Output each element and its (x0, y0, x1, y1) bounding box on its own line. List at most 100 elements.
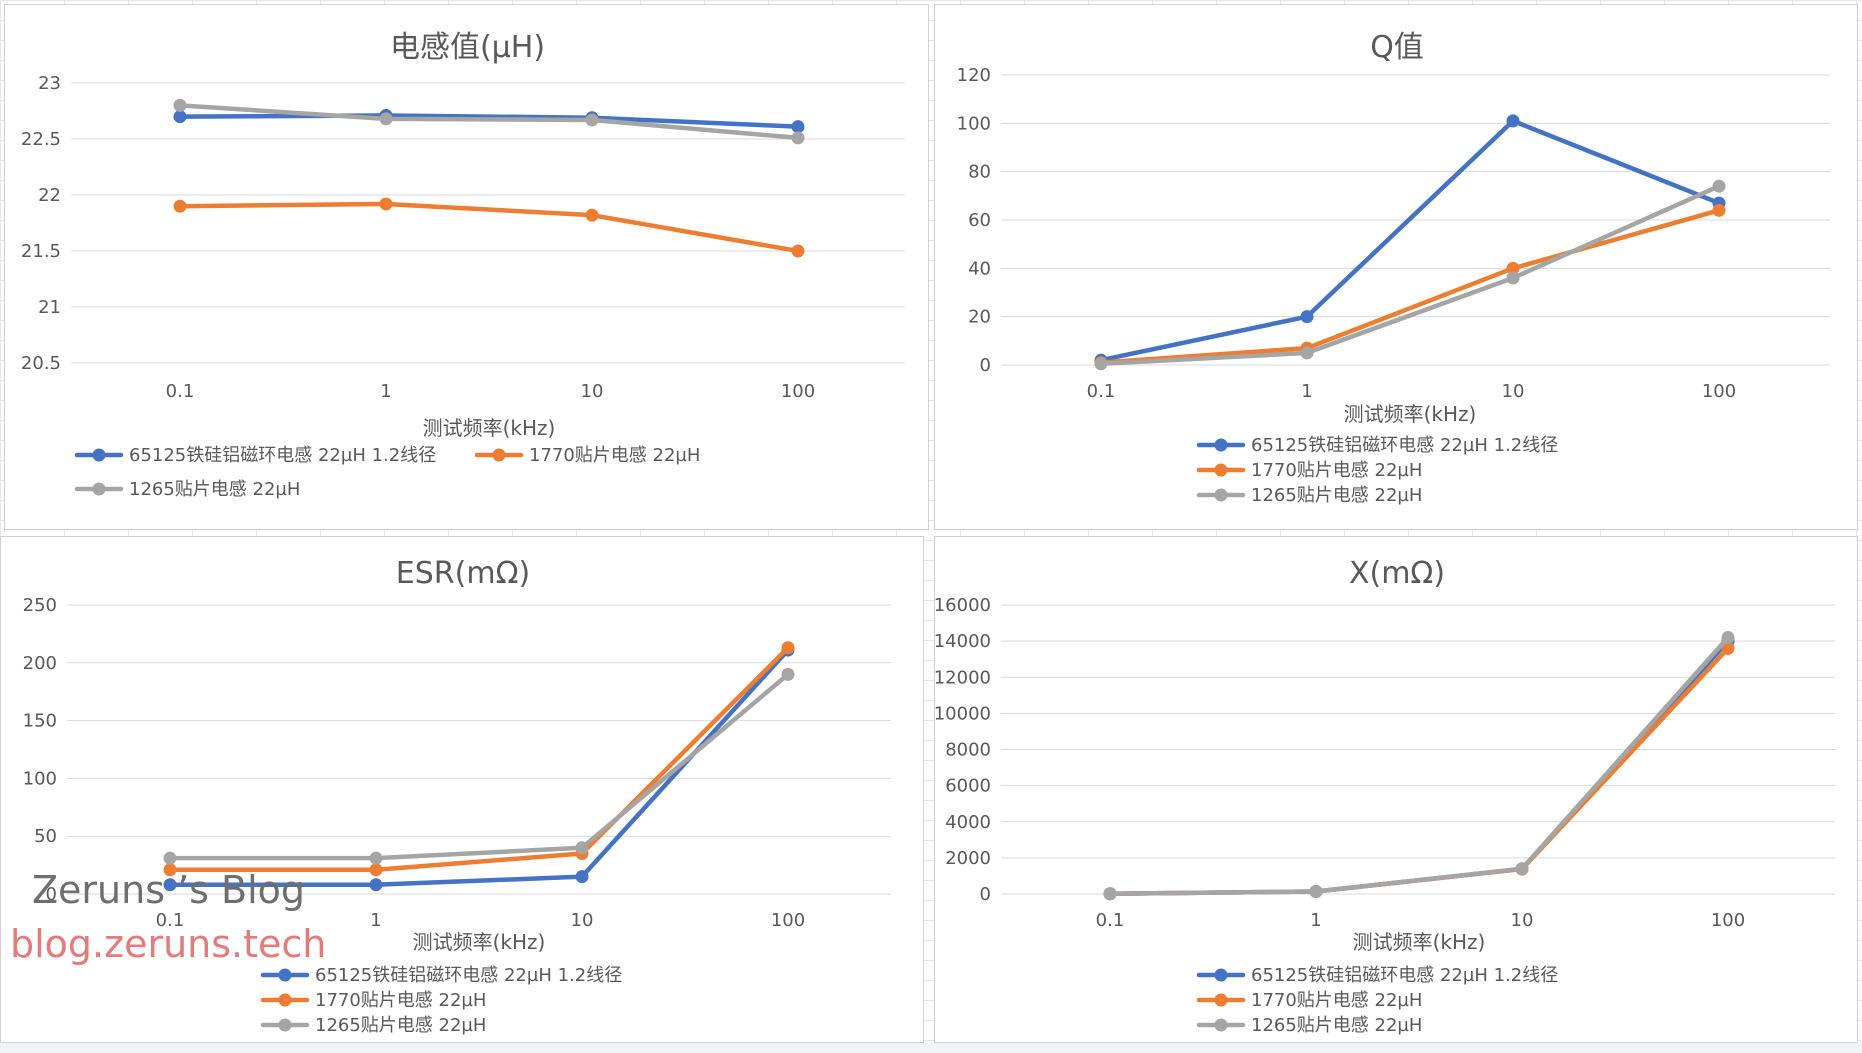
reactance-y-tick-label: 12000 (935, 667, 991, 688)
inductance-series-line-2 (177, 201, 801, 254)
q-value-data-point-1 (1300, 310, 1314, 324)
inductance-series-line-3 (177, 103, 801, 141)
inductance-x-tick-label: 0.1 (166, 381, 195, 402)
q-value-y-tick-label: 100 (957, 113, 991, 134)
reactance-y-tick-label: 14000 (935, 631, 991, 652)
inductance-data-point-3 (585, 113, 599, 127)
inductance-y-tick-label: 21.5 (21, 241, 61, 262)
inductance-x-tick-label: 10 (581, 381, 604, 402)
reactance-data-point-2 (1721, 641, 1735, 655)
esr-y-tick-label: 50 (34, 826, 57, 847)
esr-data-point-2 (369, 863, 383, 877)
inductance-x-axis-label: 测试频率(kHz) (423, 416, 556, 440)
q-value-y-tick-label: 120 (957, 65, 991, 86)
inductance-y-tick-label: 22 (38, 185, 61, 206)
inductance-legend-swatch-marker (492, 448, 506, 462)
reactance-series-line-1 (1107, 638, 1731, 896)
esr-data-point-1 (369, 878, 383, 892)
inductance-data-point-2 (379, 197, 393, 211)
watermark-blog-name: Zeruns ’s Blog (32, 868, 306, 912)
q-value-x-tick-label: 10 (1502, 381, 1525, 402)
q-value-data-point-3 (1094, 357, 1108, 371)
inductance-data-point-2 (173, 199, 187, 213)
inductance-y-tick-label: 23 (38, 73, 61, 94)
chart-esr[interactable]: ESR(mΩ) 0 50 100 150 200 250 0.1 1 10 100 测试频率(kHz)… (0, 536, 924, 1043)
esr-data-point-3 (163, 851, 177, 865)
reactance-y-tick-label: 6000 (945, 776, 991, 797)
esr-legend-label: 65125铁硅铝磁环电感 22µH 1.2线径 (315, 965, 622, 986)
esr-y-tick-label: 150 (23, 711, 57, 732)
reactance-y-tick-label: 0 (980, 884, 991, 905)
reactance-legend-swatch-marker (1214, 993, 1228, 1007)
reactance-x-tick-label: 100 (1711, 910, 1745, 931)
q-value-series-line-1 (1098, 118, 1722, 363)
inductance-x-tick-label: 1 (380, 381, 391, 402)
reactance-y-tick-label: 10000 (935, 703, 991, 724)
reactance-legend-label: 1265贴片电感 22µH (1251, 1015, 1422, 1036)
esr-y-tick-label: 100 (23, 768, 57, 789)
esr-series-line-3 (167, 672, 791, 861)
esr-legend-label: 1265贴片电感 22µH (315, 1015, 486, 1036)
inductance-chart-title: 电感值(µH) (390, 30, 545, 65)
q-value-x-axis-label: 测试频率(kHz) (1344, 402, 1477, 426)
inductance-data-point-1 (173, 110, 187, 124)
inductance-data-point-3 (379, 112, 393, 126)
inductance-x-tick-label: 100 (781, 381, 815, 402)
reactance-y-tick-label: 16000 (935, 595, 991, 616)
reactance-legend-swatch-marker (1214, 968, 1228, 982)
q-value-data-point-3 (1506, 271, 1520, 285)
q-value-x-tick-label: 1 (1301, 381, 1312, 402)
sheet-bottom-strip (0, 1043, 1862, 1053)
q-value-legend-swatch-marker (1214, 488, 1228, 502)
inductance-data-point-2 (791, 244, 805, 258)
reactance-y-tick-label: 8000 (945, 740, 991, 761)
reactance-series-line-2 (1107, 646, 1731, 896)
inductance-data-point-2 (585, 208, 599, 222)
q-value-legend-swatch-marker (1214, 463, 1228, 477)
chart-reactance[interactable]: X(mΩ) 0 2000 4000 6000 8000 10000 12000 14000 160… (934, 536, 1858, 1043)
inductance-legend-label: 1265贴片电感 22µH (129, 479, 300, 500)
esr-data-point-3 (781, 667, 795, 681)
reactance-series-line-3 (1107, 635, 1731, 896)
reactance-data-point-3 (1515, 862, 1529, 876)
esr-legend-swatch-marker (278, 968, 292, 982)
reactance-legend-swatch-marker (1214, 1018, 1228, 1032)
esr-series-line-2 (167, 645, 791, 872)
q-value-legend-label: 1770贴片电感 22µH (1251, 460, 1422, 481)
q-value-data-point-3 (1300, 346, 1314, 360)
q-value-data-point-2 (1506, 261, 1520, 275)
reactance-legend-label: 1770贴片电感 22µH (1251, 990, 1422, 1011)
q-value-legend-label: 65125铁硅铝磁环电感 22µH 1.2线径 (1251, 435, 1558, 456)
inductance-data-point-3 (791, 131, 805, 145)
q-value-data-point-2 (1712, 203, 1726, 217)
esr-x-tick-label: 1 (370, 910, 381, 931)
q-value-x-tick-label: 0.1 (1087, 381, 1116, 402)
reactance-data-point-3 (1309, 884, 1323, 898)
esr-data-point-2 (781, 641, 795, 655)
inductance-legend-label: 1770贴片电感 22µH (529, 445, 700, 466)
reactance-y-tick-label: 4000 (945, 812, 991, 833)
esr-y-tick-label: 250 (23, 595, 57, 616)
esr-y-tick-label: 200 (23, 653, 57, 674)
reactance-x-tick-label: 0.1 (1096, 910, 1125, 931)
inductance-legend-swatch-marker (92, 482, 106, 496)
q-value-y-tick-label: 40 (968, 258, 991, 279)
chart-inductance[interactable]: 电感值(µH) 20.5 21 21.5 22 22.5 23 0.1 1 10 100 测试频率(k… (4, 4, 929, 530)
esr-data-point-3 (369, 851, 383, 865)
q-value-y-tick-label: 20 (968, 307, 991, 328)
esr-x-tick-label: 0.1 (156, 910, 185, 931)
q-value-chart-title: Q值 (1370, 30, 1424, 65)
q-value-y-tick-label: 80 (968, 162, 991, 183)
esr-legend-label: 1770贴片电感 22µH (315, 990, 486, 1011)
watermark-blog-url: blog.zeruns.tech (10, 922, 327, 966)
q-value-data-point-3 (1712, 179, 1726, 193)
q-value-y-tick-label: 60 (968, 210, 991, 231)
esr-legend-swatch-marker (278, 1018, 292, 1032)
q-value-series-line-2 (1098, 208, 1722, 365)
esr-chart-title: ESR(mΩ) (396, 556, 530, 591)
reactance-legend-label: 65125铁硅铝磁环电感 22µH 1.2线径 (1251, 965, 1558, 986)
reactance-x-axis-label: 测试频率(kHz) (1353, 930, 1486, 954)
esr-y-tick-label: 0 (46, 884, 57, 905)
esr-series-line-1 (167, 647, 791, 888)
chart-q-value[interactable]: Q值 0 20 40 60 80 100 120 0.1 1 10 100 测试频率(kHz) 65125… (934, 4, 1858, 530)
